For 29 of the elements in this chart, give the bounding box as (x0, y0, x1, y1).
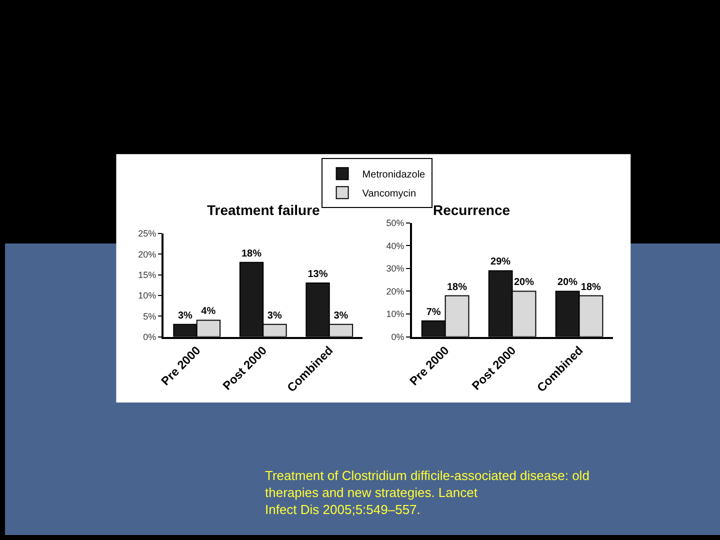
data-label: 18% (241, 248, 262, 260)
data-label: 7% (426, 306, 441, 318)
data-label: 20% (557, 277, 578, 288)
y-tick-label: 50% (386, 218, 404, 228)
chart-title: Recurrence (433, 202, 510, 218)
data-label: 20% (514, 277, 534, 288)
y-tick-label: 30% (386, 264, 404, 274)
y-tick-label: 25% (138, 228, 156, 239)
y-tick-label: 15% (138, 270, 156, 280)
legend-label: Vancomycin (362, 188, 416, 200)
y-tick-label: 20% (138, 249, 156, 260)
y-tick-label: 0% (143, 332, 156, 342)
chart-title: Treatment failure (207, 202, 320, 218)
text: Treatment of Clostridium difficile-associated disease: old therapies and new strategies. Lancet Infect Dis 2005;5:549–557. (265, 468, 590, 517)
y-tick-label: 20% (386, 286, 404, 296)
y-tick-label: 10% (386, 309, 404, 320)
data-label: 13% (308, 269, 328, 280)
y-tick-label: 40% (386, 240, 404, 251)
data-label: 18% (580, 282, 602, 293)
data-label: 3% (178, 310, 193, 322)
data-label: 18% (446, 282, 468, 293)
data-label: 3% (334, 310, 348, 322)
data-label: 29% (490, 256, 511, 268)
legend-label: Metronidazole (362, 170, 426, 181)
data-label: 4% (201, 306, 216, 318)
y-tick-label: 0% (391, 332, 404, 342)
data-label: 3% (267, 310, 282, 322)
y-tick-label: 5% (143, 311, 156, 322)
y-tick-label: 10% (138, 290, 156, 301)
